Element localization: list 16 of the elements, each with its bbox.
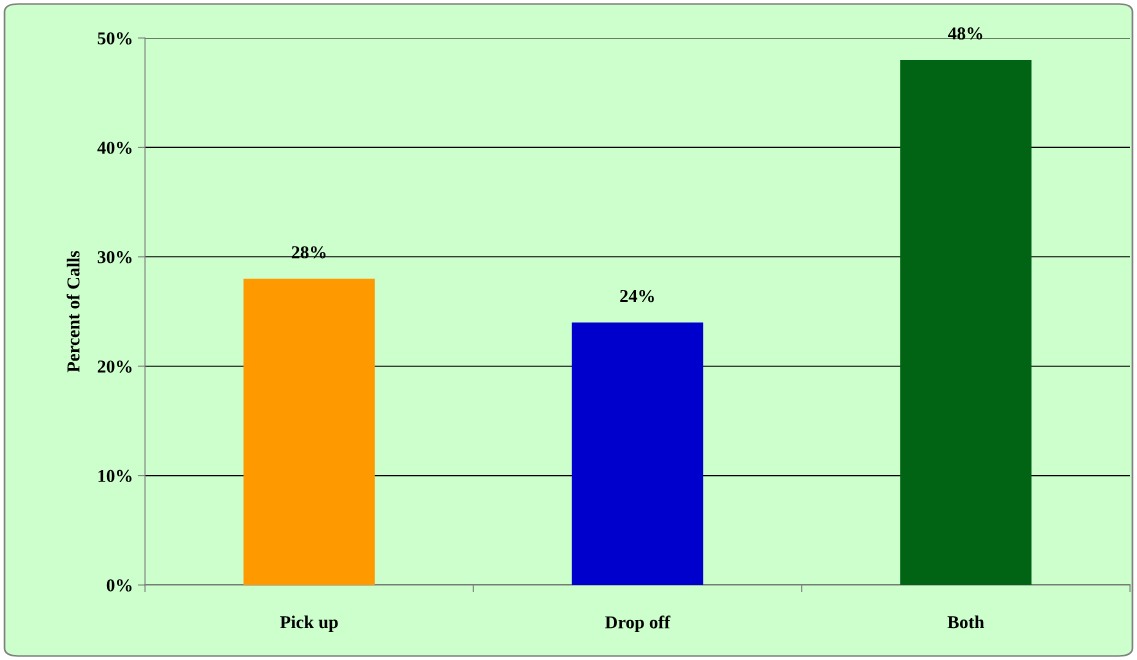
bar [900, 59, 1032, 585]
bar [243, 278, 375, 585]
y-tick-label: 20% [97, 360, 132, 373]
x-tick-label: Drop off [605, 615, 671, 633]
data-label: 48% [948, 27, 983, 40]
data-label: 28% [291, 246, 326, 259]
x-tick-label: Both [947, 615, 985, 629]
y-tick-label: 0% [106, 579, 132, 592]
data-label: 24% [620, 289, 654, 303]
y-tick-label: 50% [97, 32, 132, 45]
x-tick-label: Pick up [280, 615, 338, 632]
y-tick-label: 40% [97, 141, 132, 154]
bar [571, 322, 704, 585]
y-tick-label: 10% [98, 469, 132, 483]
y-axis-title: Percent of Calls [66, 250, 80, 373]
y-tick-label: 30% [97, 251, 132, 264]
